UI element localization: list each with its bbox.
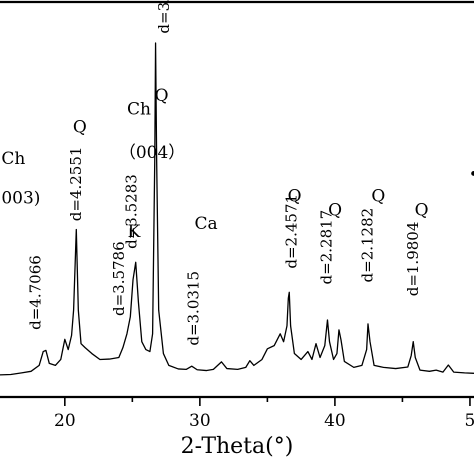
peak-label: Ch bbox=[1, 149, 25, 169]
d-spacing-label: d=3.5283 bbox=[122, 174, 140, 249]
peak-label: Ca bbox=[194, 214, 217, 234]
xrd-pattern-line bbox=[0, 42, 474, 376]
d-spacing-label: d=2.1282 bbox=[359, 208, 377, 283]
peak-label: Ch bbox=[127, 100, 151, 120]
d-spacing-label: d=3.0315 bbox=[185, 271, 203, 346]
peak-label: Q bbox=[73, 117, 87, 137]
d-spacing-label: d=3.3434 bbox=[155, 0, 173, 34]
peak-label: （004） bbox=[119, 143, 185, 163]
peak-label: Q bbox=[328, 200, 342, 220]
d-spacing-label: d=4.2551 bbox=[67, 147, 85, 222]
d-spacing-label: d=4.7066 bbox=[27, 255, 45, 330]
peak-label: Q bbox=[371, 186, 385, 206]
d-spacing-label: d=2.4571 bbox=[282, 194, 300, 269]
peak-label: K bbox=[128, 222, 141, 242]
d-spacing-label: d=3.5786 bbox=[110, 241, 128, 316]
x-tick-label: 40 bbox=[324, 411, 346, 431]
x-tick-label: 20 bbox=[54, 411, 76, 431]
x-axis-title: 2-Theta(°) bbox=[181, 434, 294, 459]
d-spacing-label: d=1.9804 bbox=[404, 222, 422, 297]
peak-label: • bbox=[469, 165, 474, 185]
peak-label: Q bbox=[415, 200, 429, 220]
x-tick-label: 5 bbox=[465, 411, 474, 431]
peak-label: Q bbox=[288, 186, 302, 206]
d-spacing-label: d=2.2817 bbox=[318, 210, 336, 285]
peak-label: 003) bbox=[1, 188, 40, 208]
x-tick-label: 30 bbox=[189, 411, 211, 431]
peak-label: Q bbox=[155, 86, 169, 106]
